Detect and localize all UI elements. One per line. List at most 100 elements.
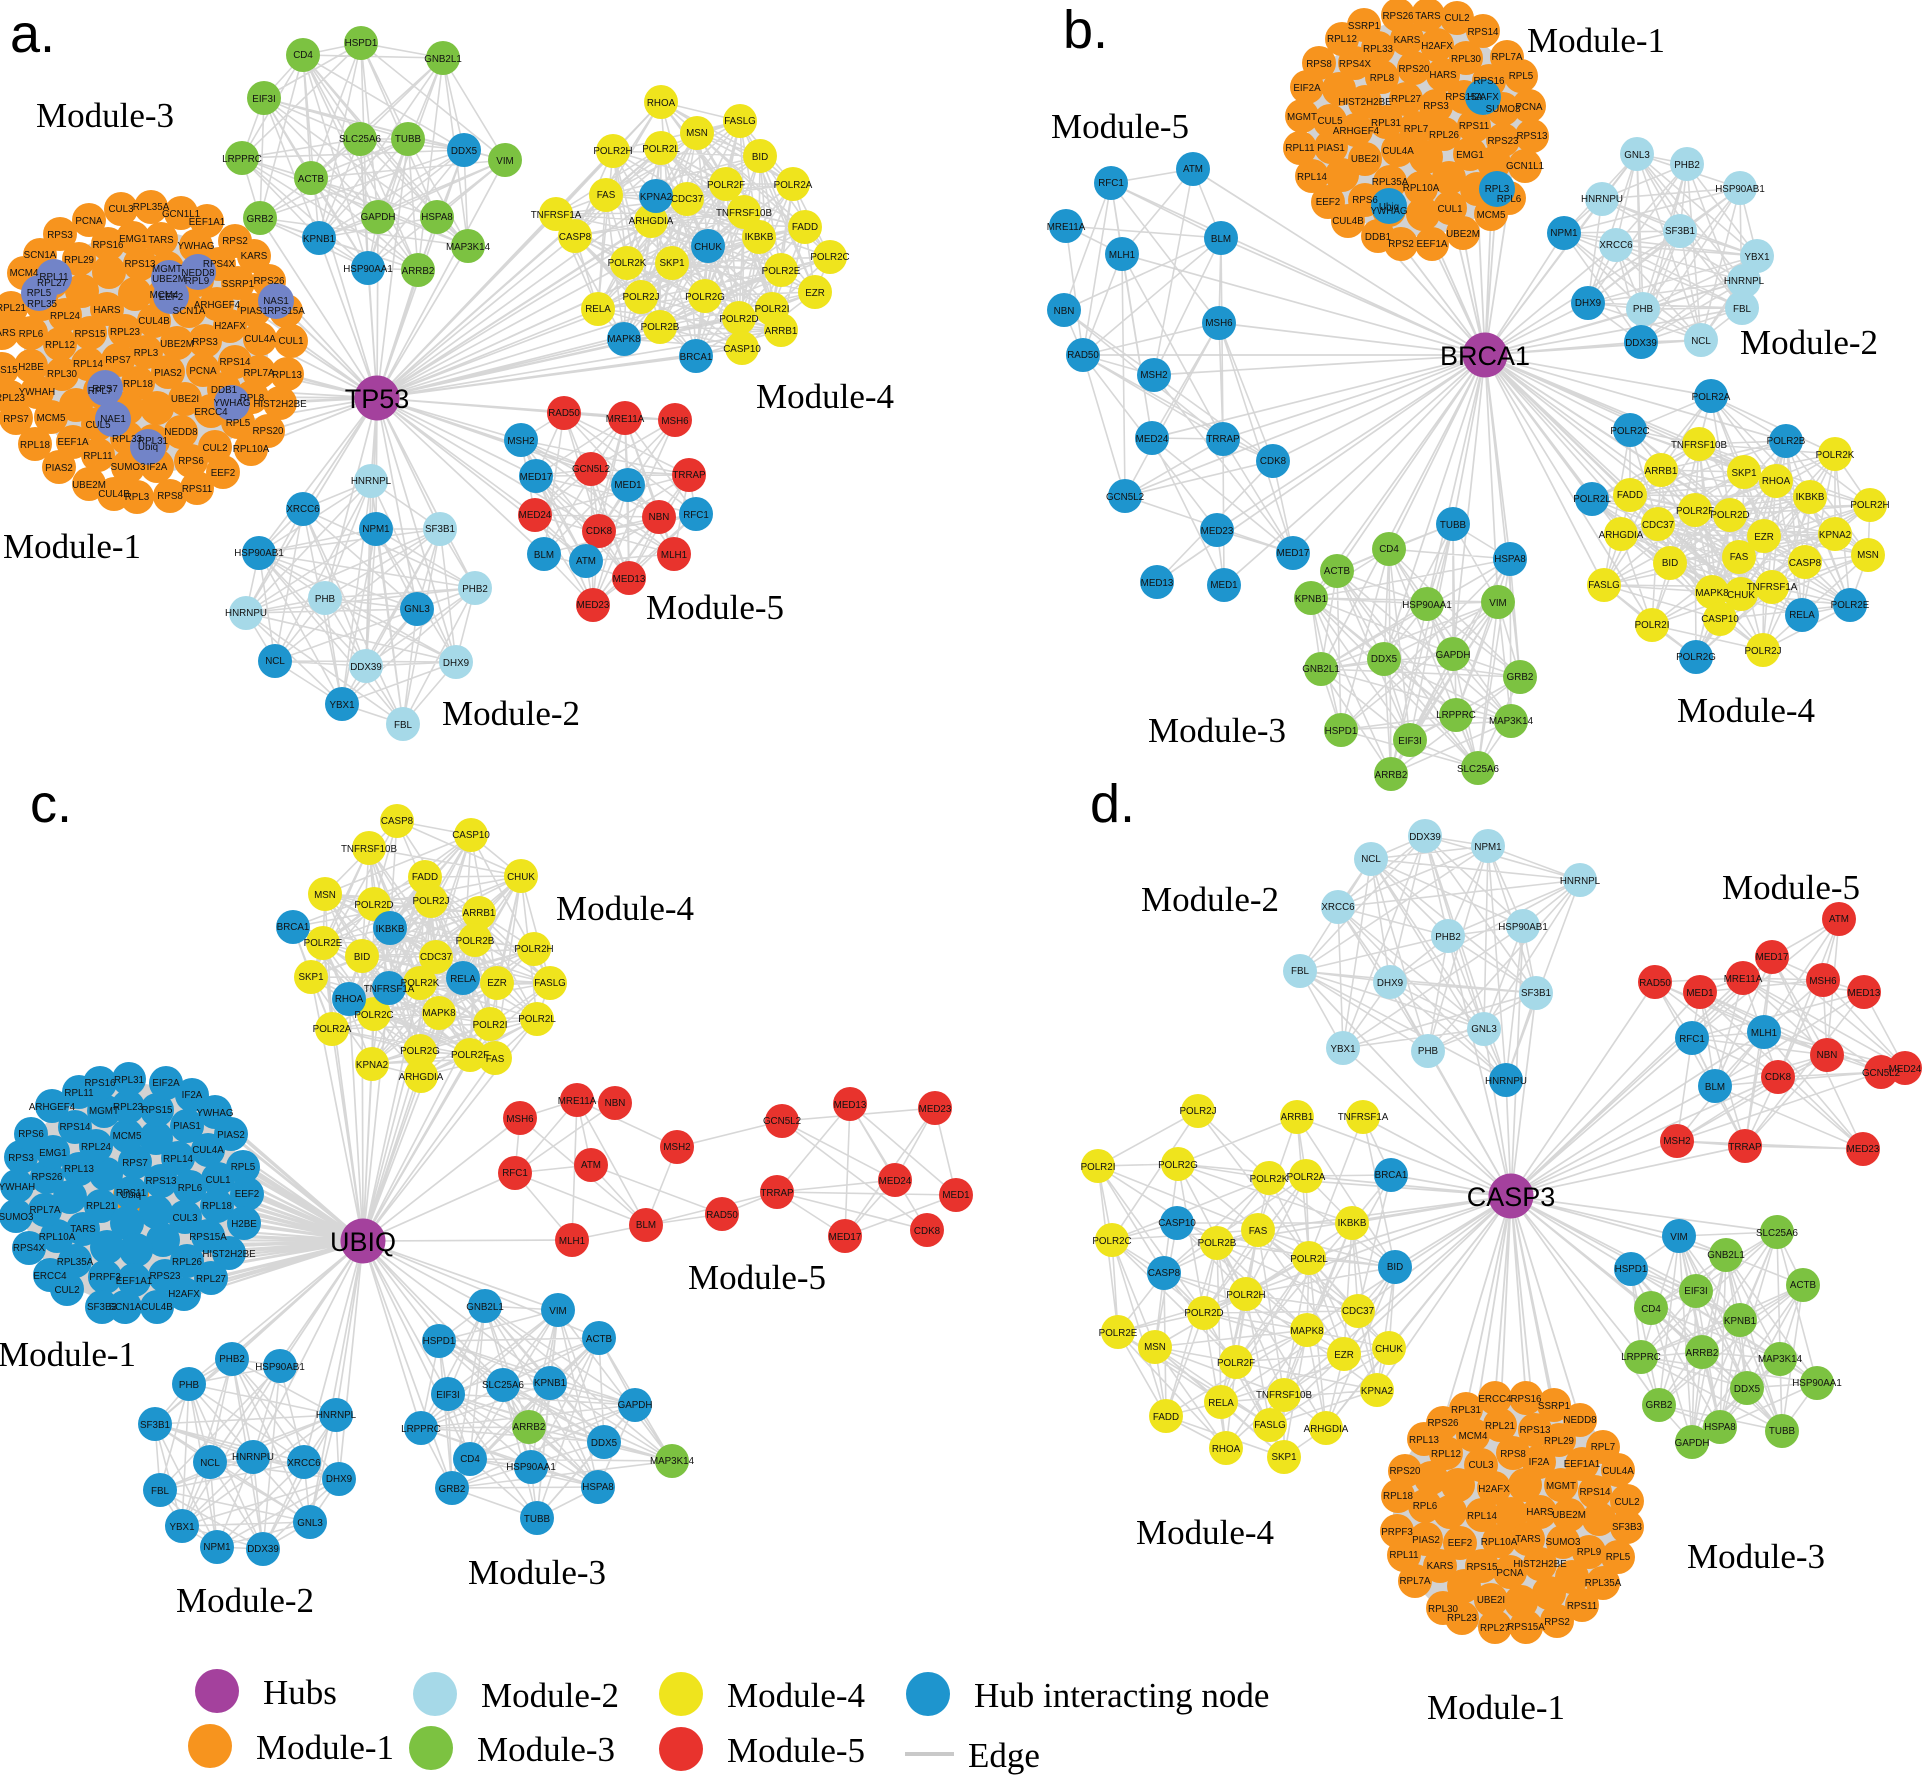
svg-text:CUL3: CUL3 [172, 1213, 198, 1224]
svg-text:PCNA: PCNA [189, 366, 217, 377]
svg-text:FADD: FADD [1153, 1412, 1179, 1423]
svg-text:GNB2L1: GNB2L1 [424, 54, 462, 65]
svg-text:MGMT: MGMT [1287, 112, 1317, 123]
svg-text:RPS13: RPS13 [1519, 1425, 1551, 1436]
svg-text:ARHGDIA: ARHGDIA [1599, 530, 1644, 541]
svg-text:CASP3: CASP3 [1467, 1182, 1556, 1212]
svg-text:RPL23: RPL23 [0, 393, 26, 404]
svg-text:RPL31: RPL31 [1371, 118, 1401, 129]
svg-text:RPS26: RPS26 [31, 1172, 63, 1183]
svg-text:RPS14: RPS14 [219, 357, 251, 368]
svg-text:RPS13: RPS13 [124, 259, 156, 270]
svg-text:CDC37: CDC37 [1642, 520, 1674, 531]
svg-text:ARHGEF4: ARHGEF4 [194, 300, 241, 311]
svg-text:CHUK: CHUK [1727, 590, 1755, 601]
svg-text:RPL5: RPL5 [1606, 1552, 1631, 1563]
svg-text:Ubiq: Ubiq [121, 1190, 141, 1201]
svg-text:MLH1: MLH1 [661, 550, 687, 561]
svg-text:SF3B1: SF3B1 [140, 1420, 170, 1431]
svg-text:Module-5: Module-5 [1722, 868, 1860, 907]
svg-text:MAP3K14: MAP3K14 [650, 1456, 695, 1467]
svg-text:MSH6: MSH6 [661, 416, 689, 427]
svg-text:TUBB: TUBB [395, 134, 422, 145]
svg-text:H2AFX: H2AFX [1421, 41, 1453, 52]
svg-text:MSN: MSN [1144, 1342, 1166, 1353]
svg-text:RPL23: RPL23 [110, 327, 141, 338]
svg-text:RPS4X: RPS4X [203, 259, 236, 270]
svg-text:MED1: MED1 [1210, 580, 1237, 591]
svg-text:TRRAP: TRRAP [1728, 1142, 1762, 1153]
svg-text:DDX5: DDX5 [591, 1438, 618, 1449]
svg-text:POLR2J: POLR2J [1744, 646, 1781, 657]
svg-text:HIST2H2BE: HIST2H2BE [202, 1249, 256, 1260]
svg-text:POLR2F: POLR2F [707, 180, 745, 191]
svg-text:RPL35A: RPL35A [1372, 177, 1409, 188]
svg-text:MRE11A: MRE11A [558, 1096, 597, 1107]
svg-text:HNRNPL: HNRNPL [1724, 276, 1765, 287]
svg-text:MAPK8: MAPK8 [1290, 1326, 1324, 1337]
svg-text:YWHAG: YWHAG [1370, 206, 1407, 217]
svg-text:RPL10A: RPL10A [1481, 1537, 1518, 1548]
svg-text:POLR2H: POLR2H [593, 146, 632, 157]
svg-text:RPL7A: RPL7A [1491, 52, 1523, 63]
svg-text:MED17: MED17 [1756, 952, 1789, 963]
svg-text:EIF2A: EIF2A [1293, 83, 1321, 94]
svg-text:CASP8: CASP8 [1148, 1268, 1181, 1279]
svg-text:RPL29: RPL29 [1544, 1436, 1574, 1447]
svg-text:IKBKB: IKBKB [1338, 1218, 1367, 1229]
svg-text:NAE1: NAE1 [100, 414, 126, 425]
svg-text:RPL14: RPL14 [1297, 172, 1328, 183]
svg-text:TNFRSF1A: TNFRSF1A [364, 984, 415, 995]
svg-text:KPNA2: KPNA2 [1361, 1386, 1393, 1397]
svg-text:BRCA1: BRCA1 [680, 352, 713, 363]
svg-text:TNFRSF1A: TNFRSF1A [1747, 582, 1798, 593]
svg-text:SLC25A6: SLC25A6 [339, 134, 381, 145]
svg-text:NPM1: NPM1 [203, 1542, 230, 1553]
svg-text:RPL14: RPL14 [163, 1154, 194, 1165]
svg-text:RPL33: RPL33 [112, 434, 143, 445]
svg-text:UBE2M: UBE2M [1552, 1510, 1586, 1521]
svg-text:Module-2: Module-2 [442, 694, 580, 733]
svg-text:HSPA8: HSPA8 [1704, 1422, 1736, 1433]
svg-text:HSPD1: HSPD1 [423, 1336, 456, 1347]
svg-text:NCL: NCL [1691, 336, 1711, 347]
svg-text:TARS: TARS [148, 235, 174, 246]
svg-text:EEF2: EEF2 [1316, 197, 1341, 208]
svg-text:HSPA8: HSPA8 [421, 212, 453, 223]
svg-text:ACTB: ACTB [298, 174, 325, 185]
svg-text:MGMT: MGMT [152, 264, 182, 275]
svg-text:DDB1: DDB1 [211, 385, 237, 396]
svg-text:RELA: RELA [1208, 1398, 1234, 1409]
svg-text:RPS16: RPS16 [1510, 1394, 1542, 1405]
svg-text:POLR2F: POLR2F [451, 1050, 489, 1061]
svg-text:ARHGDIA: ARHGDIA [399, 1072, 444, 1083]
svg-text:Module-4: Module-4 [756, 377, 894, 416]
svg-text:MAP3K14: MAP3K14 [446, 242, 491, 253]
svg-text:SKP1: SKP1 [1271, 1452, 1296, 1463]
svg-text:Module-1: Module-1 [256, 1728, 394, 1767]
svg-text:UBE2M: UBE2M [152, 274, 186, 285]
svg-text:RPS15: RPS15 [1466, 1562, 1498, 1573]
svg-text:UBIQ: UBIQ [330, 1227, 396, 1257]
svg-text:RPL6: RPL6 [178, 1183, 203, 1194]
svg-text:RPL10A: RPL10A [233, 444, 270, 455]
svg-text:SUMO3: SUMO3 [1486, 104, 1521, 115]
svg-text:CUL2: CUL2 [202, 443, 227, 454]
svg-text:CUL5: CUL5 [85, 420, 111, 431]
svg-text:EEF1A1: EEF1A1 [189, 217, 226, 228]
svg-text:FAS: FAS [486, 1054, 505, 1065]
svg-text:POLR2B: POLR2B [1198, 1238, 1237, 1249]
svg-text:IF2A: IF2A [1529, 1457, 1550, 1468]
svg-text:RPL5: RPL5 [1509, 71, 1534, 82]
svg-text:Module-2: Module-2 [1740, 323, 1878, 362]
svg-text:MSH2: MSH2 [507, 436, 534, 447]
svg-text:HSP90AB1: HSP90AB1 [1715, 184, 1765, 195]
svg-text:TNFRSF10B: TNFRSF10B [341, 844, 398, 855]
svg-text:CASP10: CASP10 [1158, 1218, 1196, 1229]
svg-text:RPL13: RPL13 [64, 1164, 95, 1175]
svg-text:CUL4B: CUL4B [1332, 216, 1364, 227]
svg-text:GRB2: GRB2 [439, 1484, 466, 1495]
svg-text:MED1: MED1 [614, 480, 641, 491]
svg-text:MED24: MED24 [519, 510, 552, 521]
svg-text:MED24: MED24 [1136, 434, 1169, 445]
